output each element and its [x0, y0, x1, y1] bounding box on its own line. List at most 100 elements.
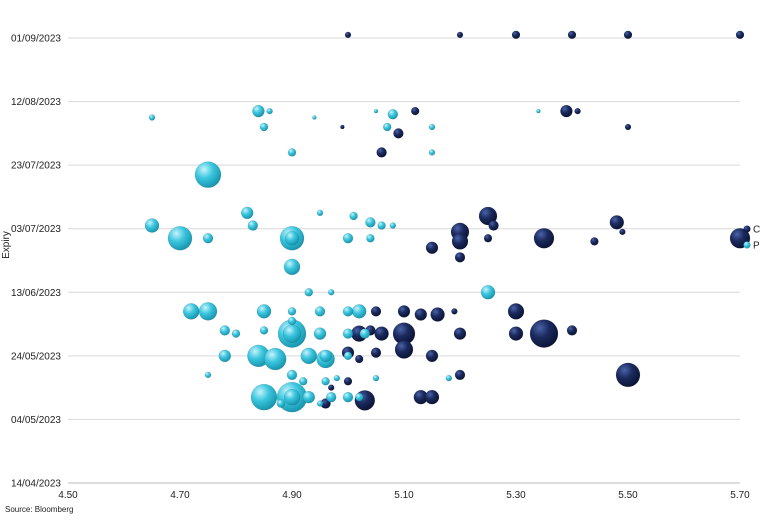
bubble-C [451, 233, 469, 250]
y-tick-label: 14/04/2023 [11, 479, 61, 490]
bubble-P [198, 302, 218, 321]
bubble-P [240, 206, 254, 220]
bubble-P [373, 108, 379, 114]
x-axis-ticks: 4.50 4.70 4.90 5.10 5.30 5.50 5.70 [58, 490, 750, 501]
bubble-C [344, 31, 352, 39]
bubble-C [511, 30, 521, 40]
bubble-C [327, 384, 335, 391]
bubble-C [370, 347, 382, 358]
x-tick-label: 5.70 [730, 490, 750, 501]
bubble-C [410, 106, 420, 116]
bubble-P [321, 377, 330, 386]
y-tick-label: 03/07/2023 [11, 224, 61, 235]
bubble-C [425, 349, 439, 363]
x-tick-label: 4.70 [170, 490, 190, 501]
x-tick-label: 4.50 [58, 490, 78, 501]
bubble-P [194, 161, 222, 188]
bubble-P [342, 306, 354, 317]
bubble-P [316, 209, 324, 217]
legend: CP [743, 225, 760, 252]
bubble-P [266, 107, 273, 115]
bubble-P [219, 325, 231, 336]
bubble-P [204, 371, 212, 379]
bubble-P [300, 347, 318, 365]
bubble-C [376, 147, 387, 158]
bubble-P [428, 149, 436, 156]
bubble-P [283, 388, 301, 406]
bubble-C [425, 241, 439, 255]
bubble-P [342, 328, 354, 339]
bubble-P [287, 307, 297, 316]
bubble-P [354, 392, 364, 402]
legend-marker-C [743, 225, 751, 233]
bubble-P [247, 220, 259, 231]
bubble-P [284, 231, 300, 246]
bubble-C [483, 234, 493, 243]
bubble-C [343, 377, 353, 386]
bubble-P [359, 328, 371, 339]
bubble-C [354, 354, 364, 364]
x-tick-label: 5.50 [618, 490, 638, 501]
bubble-P [319, 349, 332, 363]
legend-label-P: P [753, 241, 760, 252]
bubble-P [333, 374, 341, 382]
bubble-P [304, 288, 314, 297]
bubble-C [735, 30, 745, 40]
bubble-C [590, 237, 599, 246]
bubble-C [567, 30, 577, 40]
source-note: Source: Bloomberg [5, 505, 74, 514]
bubble-P [313, 327, 327, 340]
bubble-P [536, 108, 541, 114]
bubble-C [574, 107, 581, 115]
y-axis-label: Expiry [1, 231, 12, 259]
bubble-P [343, 351, 353, 361]
bubble-C [394, 340, 414, 359]
bubble-P [231, 329, 241, 338]
bubble-C [566, 325, 578, 336]
x-tick-label: 5.10 [394, 490, 414, 501]
bubble-C [397, 305, 411, 318]
bubble-C [488, 220, 499, 231]
bubble-P [167, 226, 193, 251]
legend-label-C: C [753, 225, 760, 236]
bubble-C [533, 228, 555, 249]
bubble-P [366, 234, 375, 243]
bubble-C [456, 31, 464, 39]
bubble-P [377, 221, 386, 230]
bubble-P [389, 222, 397, 229]
bubble-P [302, 390, 316, 404]
bubble-C [340, 124, 345, 130]
bubble-P [351, 304, 367, 319]
bubble-P [263, 347, 287, 371]
bubble-P [287, 316, 297, 326]
bubble-P [256, 304, 272, 319]
y-tick-label: 13/06/2023 [11, 288, 61, 299]
bubble-P [144, 218, 160, 233]
bubble-C [615, 362, 641, 388]
bubble-C [508, 326, 524, 341]
bubble-P [286, 369, 298, 381]
bubble-P [202, 233, 214, 244]
y-tick-label: 01/09/2023 [11, 34, 61, 45]
bubble-C [451, 308, 458, 315]
y-tick-label: 04/05/2023 [11, 415, 61, 426]
bubble-P [282, 324, 302, 343]
bubble-P [148, 114, 156, 121]
bubble-P [218, 349, 232, 363]
bubble-P [342, 233, 354, 244]
bubble-C [529, 319, 559, 348]
y-axis-ticks: 14/04/2023 04/05/2023 24/05/2023 13/06/2023… [11, 34, 61, 490]
bubble-P [287, 148, 297, 157]
bubble-C [623, 30, 633, 40]
bubble-P [387, 109, 399, 120]
bubble-P [298, 377, 308, 386]
bubble-P [182, 303, 200, 320]
bubble-P [325, 391, 337, 403]
bubble-P [259, 122, 269, 132]
bubble-P [365, 217, 376, 228]
bubble-P [382, 122, 392, 132]
bubble-P [314, 306, 326, 317]
bubble-P [252, 104, 265, 118]
bubble-C [619, 228, 626, 236]
